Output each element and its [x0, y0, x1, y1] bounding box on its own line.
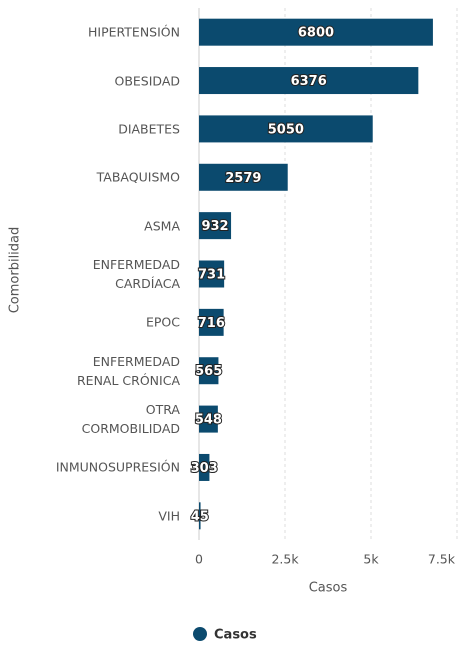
bar	[199, 453, 210, 481]
y-tick-label: ENFERMEDAD RENAL CRÓNICA	[77, 353, 180, 388]
bar	[199, 308, 224, 336]
legend-marker	[193, 627, 207, 641]
y-axis-label: Comorbilidad	[8, 227, 23, 314]
legend-label: Casos	[214, 628, 257, 643]
value-label: 45	[191, 509, 209, 524]
y-tick-label: EPOC	[145, 314, 180, 330]
y-tick-label: TABAQUISMO	[96, 169, 180, 185]
y-tick-label: OBESIDAD	[114, 73, 180, 89]
x-tick-label: 5k	[363, 552, 379, 567]
bar	[199, 260, 225, 288]
y-tick-label: HIPERTENSIÓN	[88, 24, 180, 40]
bar	[199, 163, 288, 191]
value-label: 731	[198, 268, 225, 283]
bar	[199, 212, 232, 240]
y-tick-label: ASMA	[144, 218, 180, 234]
bar	[199, 502, 201, 530]
value-label: 716	[198, 316, 225, 331]
y-tick-label: INMUNOSUPRESIÓN	[55, 459, 180, 475]
value-label: 565	[195, 364, 222, 379]
value-label: 303	[191, 461, 218, 476]
value-label: 6376	[291, 74, 327, 89]
bar	[199, 67, 419, 95]
x-tick-label: 2.5k	[271, 552, 299, 567]
x-tick-label: 7.5k	[428, 552, 456, 567]
bar	[199, 18, 433, 46]
bar	[199, 405, 218, 433]
y-tick-label: DIABETES	[118, 121, 180, 137]
y-tick-label: OTRA CORMOBILIDAD	[81, 402, 180, 437]
bar	[199, 357, 219, 385]
x-axis-label: Casos	[309, 581, 348, 596]
x-tick-label: 0	[195, 552, 203, 567]
value-label: 2579	[225, 171, 261, 186]
y-tick-label: VIH	[158, 508, 180, 524]
value-label: 6800	[298, 26, 334, 41]
bar	[199, 115, 373, 143]
value-label: 932	[201, 219, 228, 234]
y-tick-label: ENFERMEDAD CARDÍACA	[92, 257, 180, 291]
value-label: 548	[195, 413, 222, 428]
value-label: 5050	[268, 122, 304, 137]
